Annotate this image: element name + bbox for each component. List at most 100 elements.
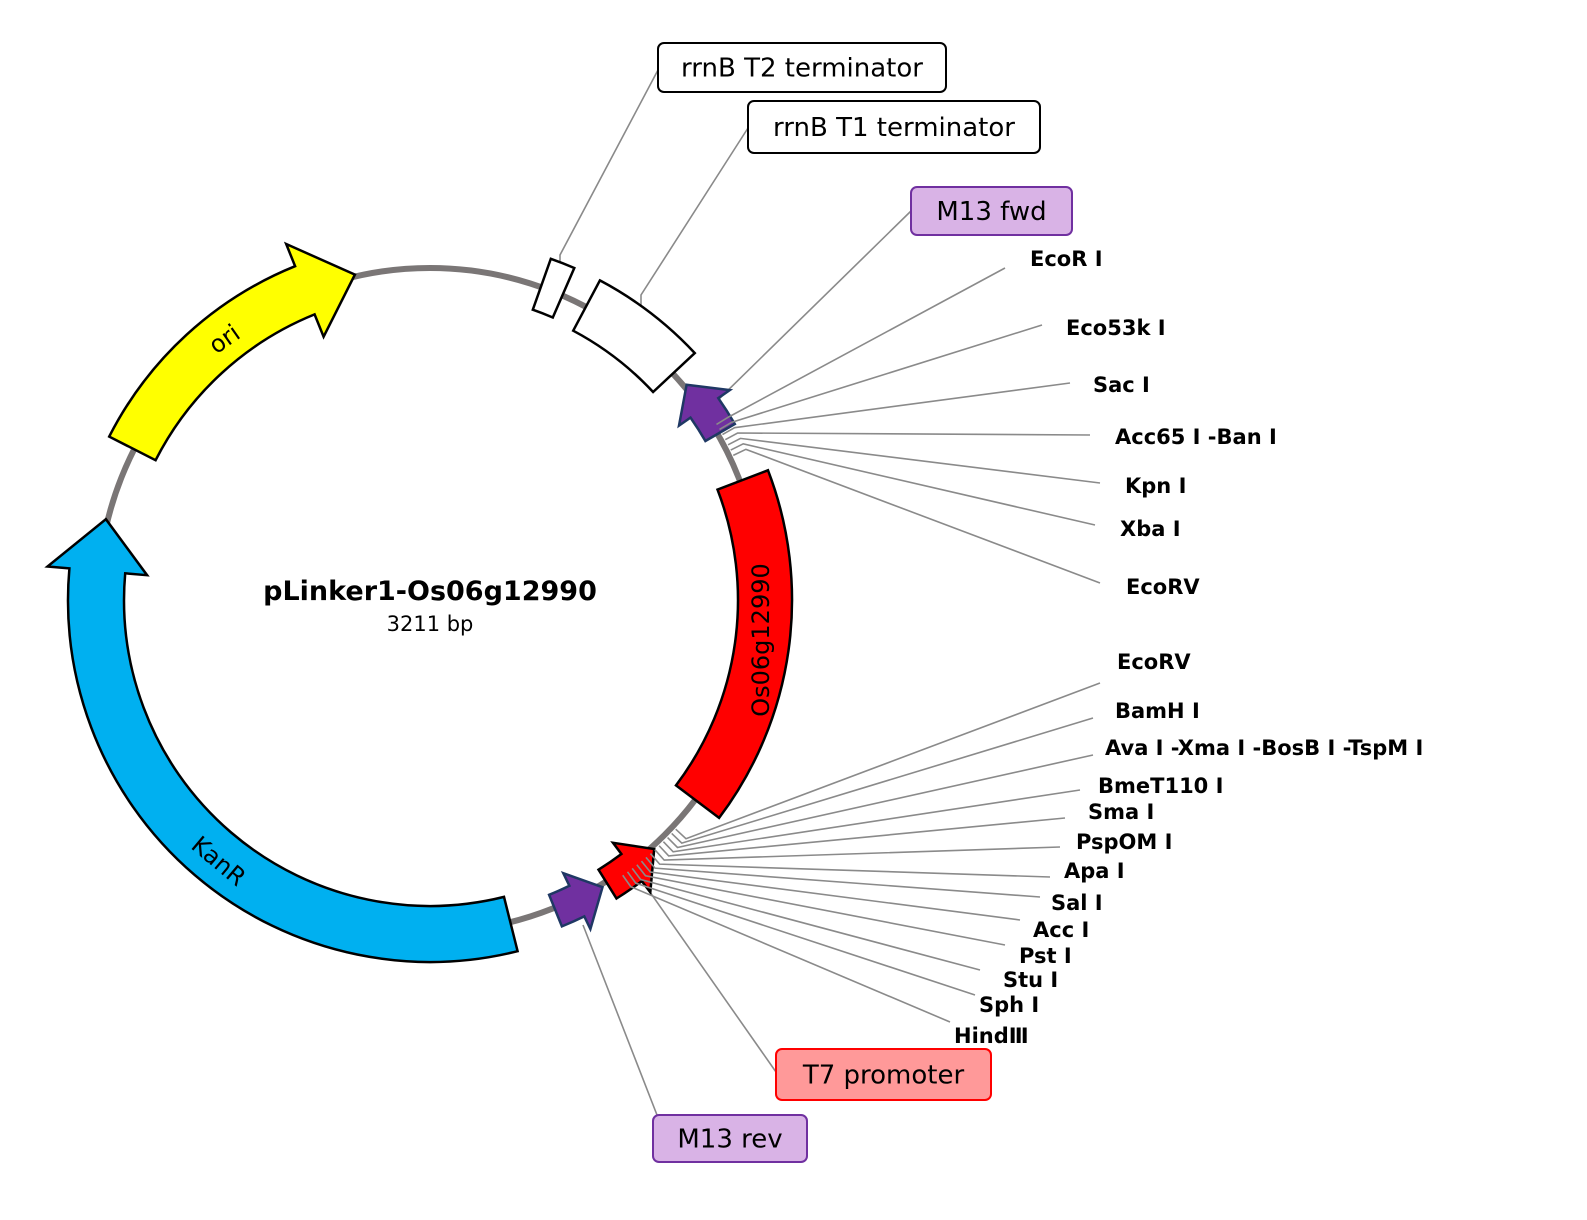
site-label: HindⅢ [954, 1024, 1029, 1048]
site-leader-line [730, 442, 1096, 526]
feature-t7-promoter[interactable] [596, 841, 656, 901]
site-leader-line [649, 853, 1051, 878]
restriction-site-ava-i-xma-i-bosb-i-tspm-i[interactable]: Ava I -Xma I -BosB I -TspM I [667, 736, 1424, 849]
feature-shape [674, 468, 794, 820]
plasmid-name: pLinker1-Os06g12990 [263, 576, 597, 607]
site-label: Eco53k I [1066, 316, 1166, 340]
callout-label: rrnB T1 terminator [773, 113, 1015, 143]
callout-box [910, 186, 1073, 236]
site-leader-line [645, 856, 1041, 898]
feature-shape [677, 383, 737, 443]
restriction-site-acc65-i-ban-i[interactable]: Acc65 I -Ban I [724, 425, 1277, 449]
site-leader-line [626, 871, 976, 996]
feature-label: Os06g12990 [747, 563, 775, 717]
restriction-site-ecorv[interactable]: EcoRV [675, 650, 1192, 840]
site-leader-line [716, 267, 1006, 426]
site-leader-line [662, 789, 1081, 853]
callout-box [747, 100, 1041, 154]
callout-box [775, 1048, 992, 1101]
feature-rrnb-t1-terminator[interactable] [571, 278, 697, 394]
restriction-site-pspom-i[interactable]: PspOM I [654, 830, 1173, 861]
feature-m13-rev[interactable] [547, 870, 605, 933]
site-label: Pst I [1019, 944, 1072, 968]
callout-leader-line [644, 884, 777, 1073]
restriction-site-acc-i[interactable]: Acc I [640, 860, 1089, 942]
site-label: BamH I [1115, 699, 1200, 723]
site-label: EcoRV [1126, 575, 1200, 599]
callout-label: rrnB T2 terminator [681, 54, 923, 84]
callout-label: T7 promoter [802, 1061, 965, 1091]
restriction-site-eco53k-i[interactable]: Eco53k I [719, 316, 1166, 431]
callout-label: M13 fwd [936, 197, 1046, 227]
feature-rrnb-t2-terminator[interactable] [531, 257, 576, 320]
callout-leader-line [640, 127, 749, 310]
site-leader-line [631, 867, 981, 971]
callout-leader-line [582, 924, 658, 1116]
site-leader-line [722, 382, 1071, 436]
site-label: Apa I [1064, 859, 1125, 883]
site-leader-line [719, 324, 1043, 431]
restriction-site-xba-i[interactable]: Xba I [730, 442, 1181, 541]
restriction-site-sal-i[interactable]: Sal I [645, 856, 1103, 915]
site-leader-line [622, 874, 951, 1023]
site-leader-line [654, 846, 1061, 861]
feature-os06g12990[interactable] [674, 468, 794, 820]
callout-box [652, 1114, 808, 1163]
site-leader-line [724, 432, 1091, 441]
feature-shape [571, 278, 697, 394]
feature-shape [44, 517, 520, 964]
callout-leader-line [559, 69, 659, 268]
site-label: BmeT110 I [1098, 774, 1223, 798]
site-leader-line [671, 717, 1094, 845]
restriction-site-kpn-i[interactable]: Kpn I [727, 437, 1186, 498]
site-label: EcoRV [1117, 650, 1191, 674]
site-label: PspOM I [1076, 830, 1172, 854]
site-leader-line [636, 864, 1006, 946]
feature-shape [596, 841, 656, 901]
site-leader-line [727, 437, 1101, 484]
site-label: Acc65 I -Ban I [1115, 425, 1277, 449]
site-label: Stu I [1003, 968, 1058, 992]
site-label: Acc I [1033, 918, 1089, 942]
restriction-site-stu-i[interactable]: Stu I [631, 867, 1058, 992]
site-label: Sac I [1093, 373, 1150, 397]
feature-shape [547, 870, 605, 933]
feature-ori[interactable] [107, 241, 357, 462]
site-leader-line [640, 860, 1021, 921]
callout-rrnb-t1-terminator[interactable]: rrnB T1 terminator [747, 100, 1041, 154]
restriction-site-ecorv[interactable]: EcoRV [732, 448, 1200, 599]
restriction-site-ecor-i[interactable]: EcoR I [716, 247, 1103, 426]
site-label: Sma I [1088, 800, 1154, 824]
callout-t7-promoter[interactable]: T7 promoter [775, 1048, 992, 1101]
restriction-site-bmet110-i[interactable]: BmeT110 I [662, 774, 1223, 853]
restriction-site-bamh-i[interactable]: BamH I [671, 699, 1200, 845]
site-leader-line [732, 448, 1101, 584]
site-label: Kpn I [1125, 474, 1186, 498]
site-label: Xba I [1120, 517, 1181, 541]
callout-m13-fwd[interactable]: M13 fwd [910, 186, 1073, 236]
callout-label: M13 rev [677, 1125, 782, 1155]
plasmid-size: 3211 bp [387, 612, 474, 636]
feature-shape [107, 241, 357, 462]
restriction-site-apa-i[interactable]: Apa I [649, 853, 1125, 883]
site-leader-line [667, 754, 1094, 849]
feature-kanr[interactable] [44, 517, 520, 964]
restriction-site-pst-i[interactable]: Pst I [636, 864, 1072, 968]
site-label: Sal I [1051, 891, 1103, 915]
site-leader-line [675, 682, 1101, 840]
restriction-site-hind-[interactable]: HindⅢ [622, 874, 1029, 1048]
restriction-site-sma-i[interactable]: Sma I [658, 800, 1154, 857]
site-leader-line [658, 817, 1066, 857]
callout-m13-rev[interactable]: M13 rev [652, 1114, 808, 1163]
feature-m13-fwd[interactable] [677, 383, 737, 443]
site-label: Sph I [979, 993, 1039, 1017]
site-label: Ava I -Xma I -BosB I -TspM I [1105, 736, 1423, 760]
callout-leader-line [717, 210, 912, 401]
callout-rrnb-t2-terminator[interactable]: rrnB T2 terminator [657, 42, 947, 93]
restriction-site-sph-i[interactable]: Sph I [626, 871, 1039, 1017]
site-label: EcoR I [1030, 247, 1103, 271]
restriction-site-sac-i[interactable]: Sac I [722, 373, 1150, 436]
feature-shape [531, 257, 576, 320]
callout-box [657, 42, 947, 93]
